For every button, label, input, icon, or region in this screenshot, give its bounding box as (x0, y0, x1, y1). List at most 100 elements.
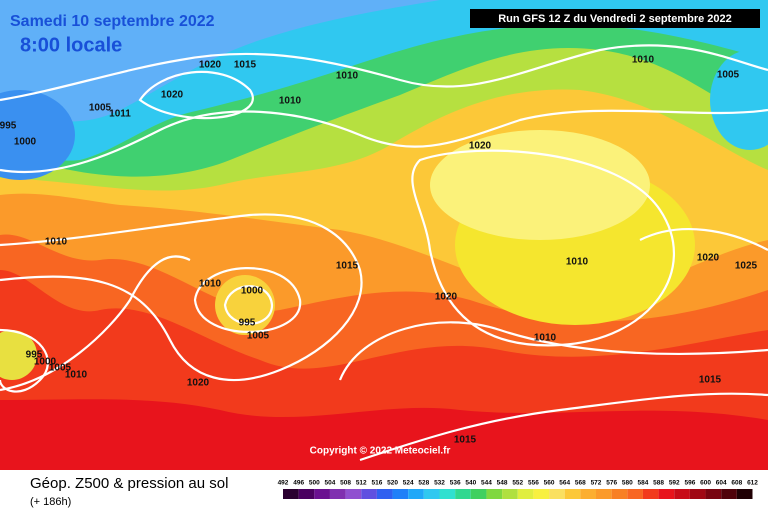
isobar-label: 1020 (187, 378, 210, 389)
legend-swatch (423, 489, 440, 499)
isobar-label: 1010 (45, 237, 68, 248)
legend-swatch (392, 489, 409, 499)
legend-label: 576 (606, 480, 617, 487)
legend-label: 608 (731, 480, 742, 487)
legend-label: 556 (528, 480, 539, 487)
legend-swatch (596, 489, 612, 499)
legend-swatch (298, 489, 315, 499)
legend-swatch (658, 489, 675, 499)
legend-label: 588 (653, 480, 664, 487)
legend-swatch (470, 489, 487, 499)
legend-swatch (345, 489, 362, 499)
isobar-label: 1005 (89, 103, 112, 114)
legend-label: 584 (638, 480, 649, 487)
legend-label: 524 (403, 480, 414, 487)
legend-label: 552 (512, 480, 523, 487)
legend-swatch (642, 489, 659, 499)
isobar-label: 1000 (241, 286, 264, 297)
isobar-label: 1020 (435, 292, 458, 303)
legend-label: 564 (559, 480, 570, 487)
legend-swatch (721, 489, 737, 499)
legend-label: 500 (309, 480, 320, 487)
legend-swatch (736, 489, 753, 499)
date: Samedi 10 septembre 2022 (10, 13, 215, 30)
field (0, 0, 768, 470)
legend-swatch (329, 489, 346, 499)
isobar-label: 1010 (279, 96, 302, 107)
legend-swatch (517, 489, 534, 499)
isobar-label: 1010 (65, 370, 88, 381)
legend-swatch (705, 489, 722, 499)
legend-label: 520 (387, 480, 398, 487)
legend-swatch (689, 489, 706, 499)
legend-label: 580 (622, 480, 633, 487)
isobar-label: 1020 (161, 90, 184, 101)
legend-swatch (376, 489, 393, 499)
legend-label: 496 (293, 480, 304, 487)
isobar-label: 995 (26, 350, 43, 361)
legend-swatch (486, 489, 503, 499)
isobar-label: 1010 (632, 55, 655, 66)
isobar-label: 1015 (234, 60, 257, 71)
legend-swatch (283, 489, 299, 499)
legend-swatch (611, 489, 628, 499)
legend-swatch (455, 489, 471, 499)
legend-label: 532 (434, 480, 445, 487)
legend-swatch (502, 489, 518, 499)
isobars (0, 44, 768, 462)
isobar-label: 1011 (109, 109, 131, 120)
isobar-label: 1020 (469, 141, 492, 152)
legend-swatch (439, 489, 456, 499)
isobar-label: 1010 (199, 279, 222, 290)
legend-swatch (627, 489, 643, 499)
legend-label: 536 (450, 480, 461, 487)
isobar-label: 1010 (336, 71, 359, 82)
legend-label: 548 (497, 480, 508, 487)
legend-swatch (580, 489, 596, 499)
lead-time: (+ 186h) (30, 496, 71, 508)
legend-label: 544 (481, 480, 492, 487)
copyright: Copyright © 2022 Meteociel.fr (310, 446, 451, 457)
legend-label: 504 (325, 480, 336, 487)
run-info: Run GFS 12 Z du Vendredi 2 septembre 202… (498, 13, 732, 25)
legend-label: 612 (747, 480, 758, 487)
isobar-label: 1020 (697, 253, 720, 264)
footer-title: Géop. Z500 & pression au sol (30, 475, 228, 492)
legend-label: 540 (465, 480, 476, 487)
isobar-label: 995 (239, 318, 256, 329)
isobar-label: 1000 (34, 357, 57, 368)
legend-swatch (314, 489, 330, 499)
legend-label: 528 (418, 480, 429, 487)
isobar-label: 1005 (717, 70, 740, 81)
legend-label: 604 (716, 480, 727, 487)
legend-swatch (533, 489, 550, 499)
isobar-label: 1020 (199, 60, 222, 71)
legend-label: 596 (684, 480, 695, 487)
legend-label: 512 (356, 480, 367, 487)
isobar-label: 1015 (454, 435, 477, 446)
isobar-label: 1005 (247, 331, 270, 342)
legend-label: 592 (669, 480, 680, 487)
isobar-label: 1010 (534, 333, 557, 344)
isobar-label: 1025 (735, 261, 758, 272)
isobar-label: 1015 (699, 375, 722, 386)
legend-label: 600 (700, 480, 711, 487)
legend-label: 508 (340, 480, 351, 487)
legend-swatch (564, 489, 581, 499)
isobar-label: 1015 (336, 261, 359, 272)
legend-swatch (408, 489, 424, 499)
legend-label: 568 (575, 480, 586, 487)
legend-label: 492 (278, 480, 289, 487)
legend-swatch (549, 489, 565, 499)
local-time: 8:00 locale (20, 34, 122, 56)
legend-swatch (674, 489, 690, 499)
legend-label: 516 (371, 480, 382, 487)
isobar-label: 1010 (566, 257, 589, 268)
run-box (470, 9, 760, 28)
legend-label: 572 (591, 480, 602, 487)
isobar-label: 995 (0, 121, 17, 132)
isobar-label: 1000 (14, 137, 37, 148)
legend-label: 560 (544, 480, 555, 487)
legend-swatch (361, 489, 377, 499)
